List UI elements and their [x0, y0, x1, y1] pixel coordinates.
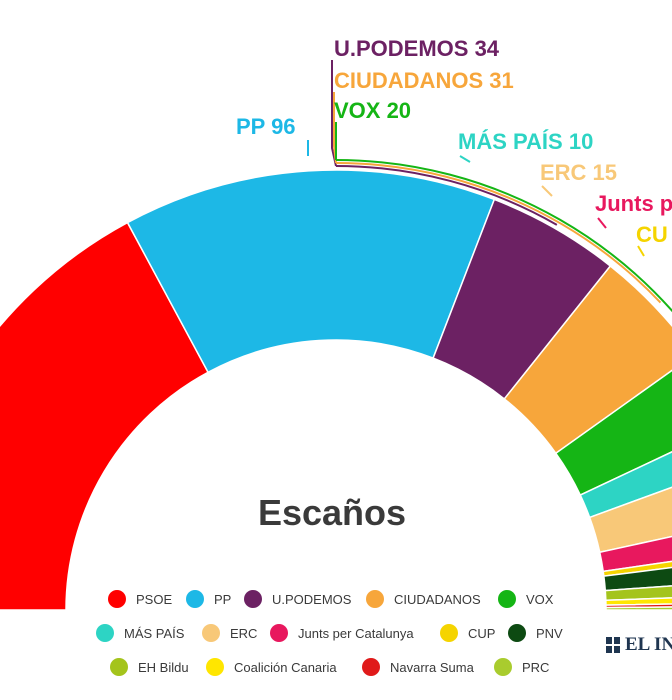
legend-label: ERC	[230, 625, 258, 641]
legend-label: CUP	[468, 625, 496, 641]
seat-segment-psoe	[0, 221, 210, 611]
leader-line-junts	[597, 217, 607, 229]
legend-swatch	[270, 624, 288, 642]
legend-label: Junts per Catalunya	[298, 625, 414, 641]
legend-item-prc: PRC	[494, 658, 549, 676]
callout-ciudadanos: CIUDADANOS 31	[334, 68, 514, 93]
legend-swatch	[366, 590, 384, 608]
legend-label: MÁS PAÍS	[124, 625, 185, 641]
leader-line-cup	[637, 245, 645, 257]
legend-item-erc: ERC	[202, 624, 257, 642]
legend-label: VOX	[526, 591, 554, 607]
leader-arc-ciudadanos	[335, 162, 662, 304]
legend-swatch	[96, 624, 114, 642]
seat-segment-prc	[605, 606, 672, 611]
legend-label: PP	[214, 591, 232, 607]
legend-swatch	[206, 658, 224, 676]
legend-item-eh-bildu: EH Bildu	[110, 658, 189, 676]
legend-label: PRC	[522, 659, 550, 675]
brand-mark-icon	[606, 637, 620, 653]
legend-swatch	[508, 624, 526, 642]
legend-swatch	[244, 590, 262, 608]
legend-swatch	[498, 590, 516, 608]
callout-erc: ERC 15	[540, 160, 618, 185]
legend-item-upodemos: U.PODEMOS	[244, 590, 351, 608]
legend-swatch	[494, 658, 512, 676]
legend-label: PNV	[536, 625, 563, 641]
legend-item-junts: Junts per Catalunya	[270, 624, 414, 642]
legend-item-cup: CUP	[440, 624, 495, 642]
brand-text: EL IN	[625, 634, 672, 655]
legend-item-navarra-suma: Navarra Suma	[362, 658, 474, 676]
legend-swatch	[202, 624, 220, 642]
legend-swatch	[440, 624, 458, 642]
legend-swatch	[108, 590, 126, 608]
callout-cup: CU	[636, 222, 668, 247]
legend-item-vox: VOX	[498, 590, 553, 608]
legend-label: Coalición Canaria	[234, 659, 337, 675]
legend-item-mas-pais: MÁS PAÍS	[96, 624, 184, 642]
legend-label: Navarra Suma	[390, 659, 474, 675]
callout-vox: VOX 20	[334, 98, 412, 123]
callout-upodemos: U.PODEMOS 34	[334, 36, 500, 61]
legend-label: EH Bildu	[138, 659, 189, 675]
leader-arc-upodemos	[335, 165, 558, 226]
legend-item-pnv: PNV	[508, 624, 563, 642]
legend-item-pp: PP	[186, 590, 231, 608]
legend-label: CIUDADANOS	[394, 591, 481, 607]
legend-swatch	[362, 658, 380, 676]
leader-line-erc	[541, 185, 553, 197]
legend-label: U.PODEMOS	[272, 591, 352, 607]
legend-swatch	[186, 590, 204, 608]
legend-swatch	[110, 658, 128, 676]
callout-junts: Junts p	[595, 191, 672, 216]
legend-label: PSOE	[136, 591, 173, 607]
callout-pp: PP 96	[236, 114, 296, 139]
legend-item-psoe: PSOE	[108, 590, 172, 608]
chart-center-title: Escaños	[257, 492, 407, 533]
legend-item-coalicion-canaria: Coalición Canaria	[206, 658, 337, 676]
leader-arc-vox	[335, 159, 672, 313]
leader-line-mas-pais	[459, 155, 471, 163]
callout-mas-pais: MÁS PAÍS 10	[458, 129, 594, 154]
seat-segment-ciudadanos	[503, 264, 672, 455]
seat-segment-pp	[126, 169, 496, 374]
legend-item-ciudadanos: CIUDADANOS	[366, 590, 481, 608]
brand-logo: EL IN	[606, 634, 672, 656]
